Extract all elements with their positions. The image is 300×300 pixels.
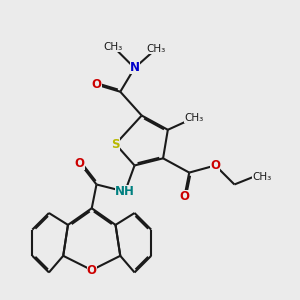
- Text: CH₃: CH₃: [103, 42, 123, 52]
- Text: O: O: [179, 190, 190, 203]
- Text: S: S: [111, 138, 120, 151]
- Text: O: O: [75, 157, 85, 169]
- Text: CH₃: CH₃: [146, 44, 166, 54]
- Text: NH: NH: [115, 185, 135, 198]
- Text: O: O: [87, 264, 97, 277]
- Text: O: O: [210, 159, 220, 172]
- Text: CH₃: CH₃: [184, 113, 204, 123]
- Text: N: N: [130, 61, 140, 74]
- Text: CH₃: CH₃: [252, 172, 272, 182]
- Text: O: O: [92, 78, 101, 91]
